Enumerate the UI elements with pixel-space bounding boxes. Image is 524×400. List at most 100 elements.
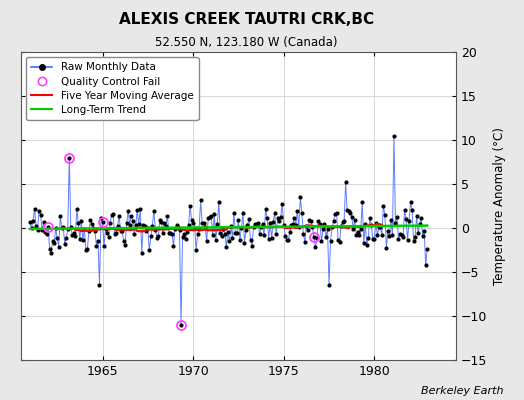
Point [402,216,410,222]
Point [80,226,89,232]
Point [157,219,166,225]
Point [140,223,149,230]
Point [325,282,333,288]
Point [322,234,330,240]
Point [184,221,193,228]
Point [104,234,113,240]
Point [63,226,72,232]
Point [186,202,194,209]
Point [204,215,212,222]
Point [89,225,97,232]
Point [38,227,46,233]
Point [56,213,64,219]
Point [420,228,428,234]
Legend: Raw Monthly Data, Quality Control Fail, Five Year Moving Average, Long-Term Tren: Raw Monthly Data, Quality Control Fail, … [26,57,199,120]
Point [101,226,110,232]
Point [409,238,418,244]
Point [411,234,419,240]
Point [77,218,85,224]
Point [171,226,179,232]
Point [314,218,323,224]
Point [340,217,348,224]
Point [255,231,264,238]
Point [133,207,141,213]
Point [41,229,49,235]
Point [205,214,214,220]
Point [290,214,299,221]
Point [39,219,48,226]
Point [375,224,383,230]
Point [112,230,121,236]
Point [408,207,416,213]
Point [151,226,159,233]
Point [233,230,241,236]
Point [70,230,78,236]
Point [231,230,239,236]
Point [189,220,198,226]
Point [337,222,345,229]
Point [58,224,66,231]
Point [222,244,231,250]
Point [275,218,283,224]
Point [73,206,81,212]
Point [32,223,40,229]
Point [224,229,232,235]
Point [145,247,154,254]
Point [118,228,126,234]
Point [243,222,252,229]
Point [65,154,73,161]
Point [169,243,178,249]
Point [115,213,123,220]
Point [367,222,376,228]
Point [216,230,224,236]
Point [92,242,101,249]
Point [372,220,380,226]
Point [193,230,202,237]
Point [254,220,262,226]
Point [269,218,277,225]
Point [366,215,374,221]
Point [107,212,116,218]
Point [405,218,413,224]
Point [195,226,203,232]
Point [384,228,392,234]
Point [385,233,394,240]
Point [308,224,316,230]
Point [319,226,327,232]
Point [30,206,39,212]
Point [355,231,364,238]
Point [331,211,339,217]
Point [258,221,267,228]
Point [35,208,43,214]
Point [198,220,206,226]
Point [136,206,145,212]
Point [248,243,256,249]
Point [414,230,422,236]
Point [257,224,265,230]
Point [200,220,208,226]
Point [176,227,184,234]
Point [332,209,341,216]
Point [97,215,105,221]
Point [213,221,222,228]
Point [29,218,37,224]
Point [241,239,249,246]
Point [296,194,304,200]
Point [313,235,321,241]
Point [119,238,128,244]
Point [228,235,236,241]
Point [400,207,409,214]
Point [396,231,404,238]
Point [263,214,271,221]
Point [210,211,219,217]
Point [47,250,56,256]
Point [234,217,243,223]
Point [378,232,386,238]
Point [125,222,134,228]
Point [370,236,378,242]
Point [382,244,390,251]
Point [215,199,223,206]
Point [261,206,270,212]
Point [42,231,51,238]
Point [354,229,362,236]
